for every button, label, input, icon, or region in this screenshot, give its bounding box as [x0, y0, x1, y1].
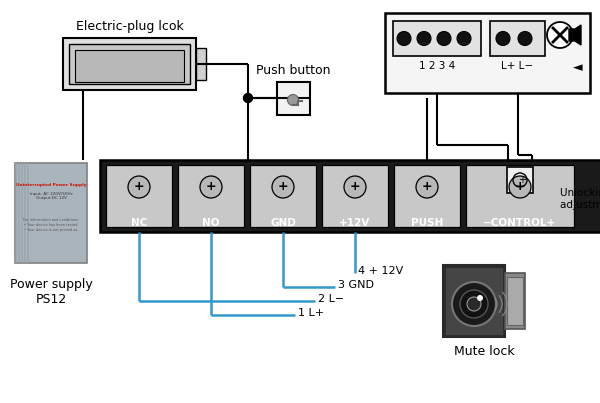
Circle shape [128, 176, 150, 198]
Circle shape [397, 31, 411, 46]
Text: +12V: +12V [340, 218, 371, 228]
Text: Unlocking time delay
adjustment  0-10S: Unlocking time delay adjustment 0-10S [560, 188, 600, 210]
Bar [393, 21, 481, 56]
Circle shape [416, 176, 438, 198]
Bar [69, 44, 190, 84]
Text: +: + [134, 181, 145, 193]
Bar [63, 38, 196, 90]
Polygon shape [569, 25, 581, 45]
Text: 2 L−: 2 L− [318, 294, 344, 304]
Bar [443, 265, 505, 337]
Text: +: + [350, 181, 361, 193]
Bar [490, 21, 545, 56]
Bar [505, 273, 525, 329]
Circle shape [457, 31, 471, 46]
Text: +: + [518, 175, 526, 185]
Text: PUSH: PUSH [411, 218, 443, 228]
Text: GND: GND [270, 218, 296, 228]
Circle shape [467, 297, 481, 311]
Text: +: + [422, 181, 433, 193]
Text: Electric-plug lcok: Electric-plug lcok [76, 20, 184, 33]
Circle shape [477, 295, 483, 301]
Circle shape [244, 93, 253, 102]
Text: NC: NC [131, 218, 147, 228]
Text: For information and conditions
• Your device has been tested
• Your device is no: For information and conditions • Your de… [23, 218, 79, 232]
Circle shape [200, 176, 222, 198]
Bar [250, 165, 316, 227]
Text: +: + [206, 181, 217, 193]
Circle shape [518, 31, 532, 46]
Bar [75, 50, 184, 82]
Circle shape [287, 94, 299, 106]
Text: +: + [515, 181, 526, 193]
Text: −CONTROL+: −CONTROL+ [484, 218, 557, 228]
Bar [106, 165, 172, 227]
Text: Power supply
PS12: Power supply PS12 [10, 278, 92, 306]
Circle shape [344, 176, 366, 198]
Bar [445, 267, 503, 335]
Circle shape [547, 22, 573, 48]
Bar [21, 163, 23, 263]
Bar [24, 163, 26, 263]
Circle shape [509, 176, 531, 198]
Text: 1 L+: 1 L+ [298, 308, 324, 318]
Bar [18, 163, 20, 263]
Text: 4 + 12V: 4 + 12V [358, 266, 403, 276]
Bar [100, 160, 600, 232]
Bar [394, 165, 460, 227]
Text: Push button: Push button [256, 64, 330, 77]
Bar [196, 48, 206, 80]
Bar [385, 13, 590, 93]
Circle shape [437, 31, 451, 46]
Text: +: + [278, 181, 289, 193]
Bar [507, 167, 533, 193]
Text: Mute lock: Mute lock [454, 345, 514, 358]
Circle shape [272, 176, 294, 198]
Bar [27, 163, 29, 263]
Text: L+ L−: L+ L− [502, 61, 533, 71]
Bar [277, 81, 310, 114]
Circle shape [460, 290, 488, 318]
Circle shape [496, 31, 510, 46]
Bar [322, 165, 388, 227]
Text: Uninterrupted Power Supply: Uninterrupted Power Supply [16, 183, 86, 187]
Bar [15, 163, 87, 263]
Circle shape [452, 282, 496, 326]
Text: Input: AC 220V/50Hz
Output:DC 12V: Input: AC 220V/50Hz Output:DC 12V [29, 192, 73, 200]
Bar [507, 277, 523, 325]
Bar [466, 165, 574, 227]
Text: 1 2 3 4: 1 2 3 4 [419, 61, 455, 71]
Text: 3 GND: 3 GND [338, 280, 374, 290]
Text: ◄: ◄ [573, 61, 583, 74]
Circle shape [417, 31, 431, 46]
Bar [178, 165, 244, 227]
Bar [15, 163, 17, 263]
Text: NO: NO [202, 218, 220, 228]
